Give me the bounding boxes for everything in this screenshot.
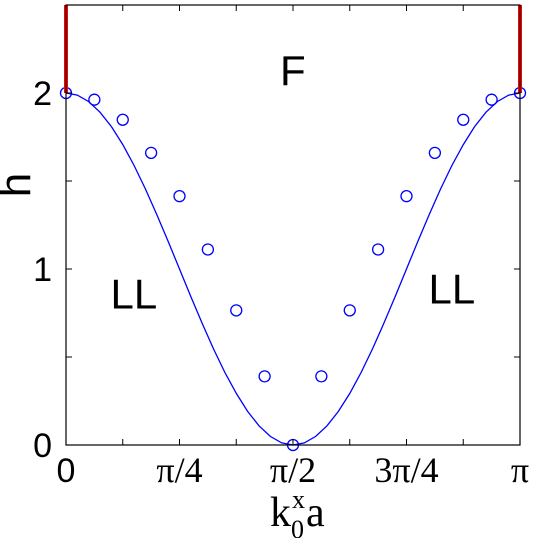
data-point-marker (231, 305, 242, 316)
x-tick-label: 3π/4 (374, 450, 438, 490)
x-tick-label: π/2 (270, 450, 316, 490)
data-point-marker (117, 114, 128, 125)
data-point-marker (429, 147, 440, 158)
region-label: F (280, 47, 306, 94)
plot-area: F LL LL (61, 5, 526, 451)
x-tick-label: π (511, 450, 529, 490)
region-label: LL (111, 271, 158, 318)
y-axis-title: h (0, 173, 40, 197)
data-point-marker (401, 191, 412, 202)
data-point-marker (373, 244, 384, 255)
x-axis-title-base: k (270, 490, 291, 536)
y-tick-label: 2 (33, 75, 52, 113)
x-axis-title-subscript: 0 (291, 515, 304, 538)
x-tick-label: π/4 (156, 450, 202, 490)
y-tick-label: 1 (33, 251, 52, 289)
region-label: LL (428, 265, 475, 312)
data-point-marker (458, 114, 469, 125)
x-tick-label: 0 (57, 452, 76, 490)
data-point-marker (316, 371, 327, 382)
x-axis-title: kx 0a (270, 485, 325, 538)
x-axis-title-suffix: a (306, 490, 325, 536)
data-point-marker (202, 244, 213, 255)
data-point-marker (486, 94, 497, 105)
data-point-marker (89, 94, 100, 105)
data-point-marker (344, 305, 355, 316)
y-tick-label: 0 (33, 427, 52, 465)
data-point-marker (146, 147, 157, 158)
data-point-marker (259, 371, 270, 382)
x-axis-title-superscript: x (292, 485, 305, 514)
data-point-marker (174, 191, 185, 202)
